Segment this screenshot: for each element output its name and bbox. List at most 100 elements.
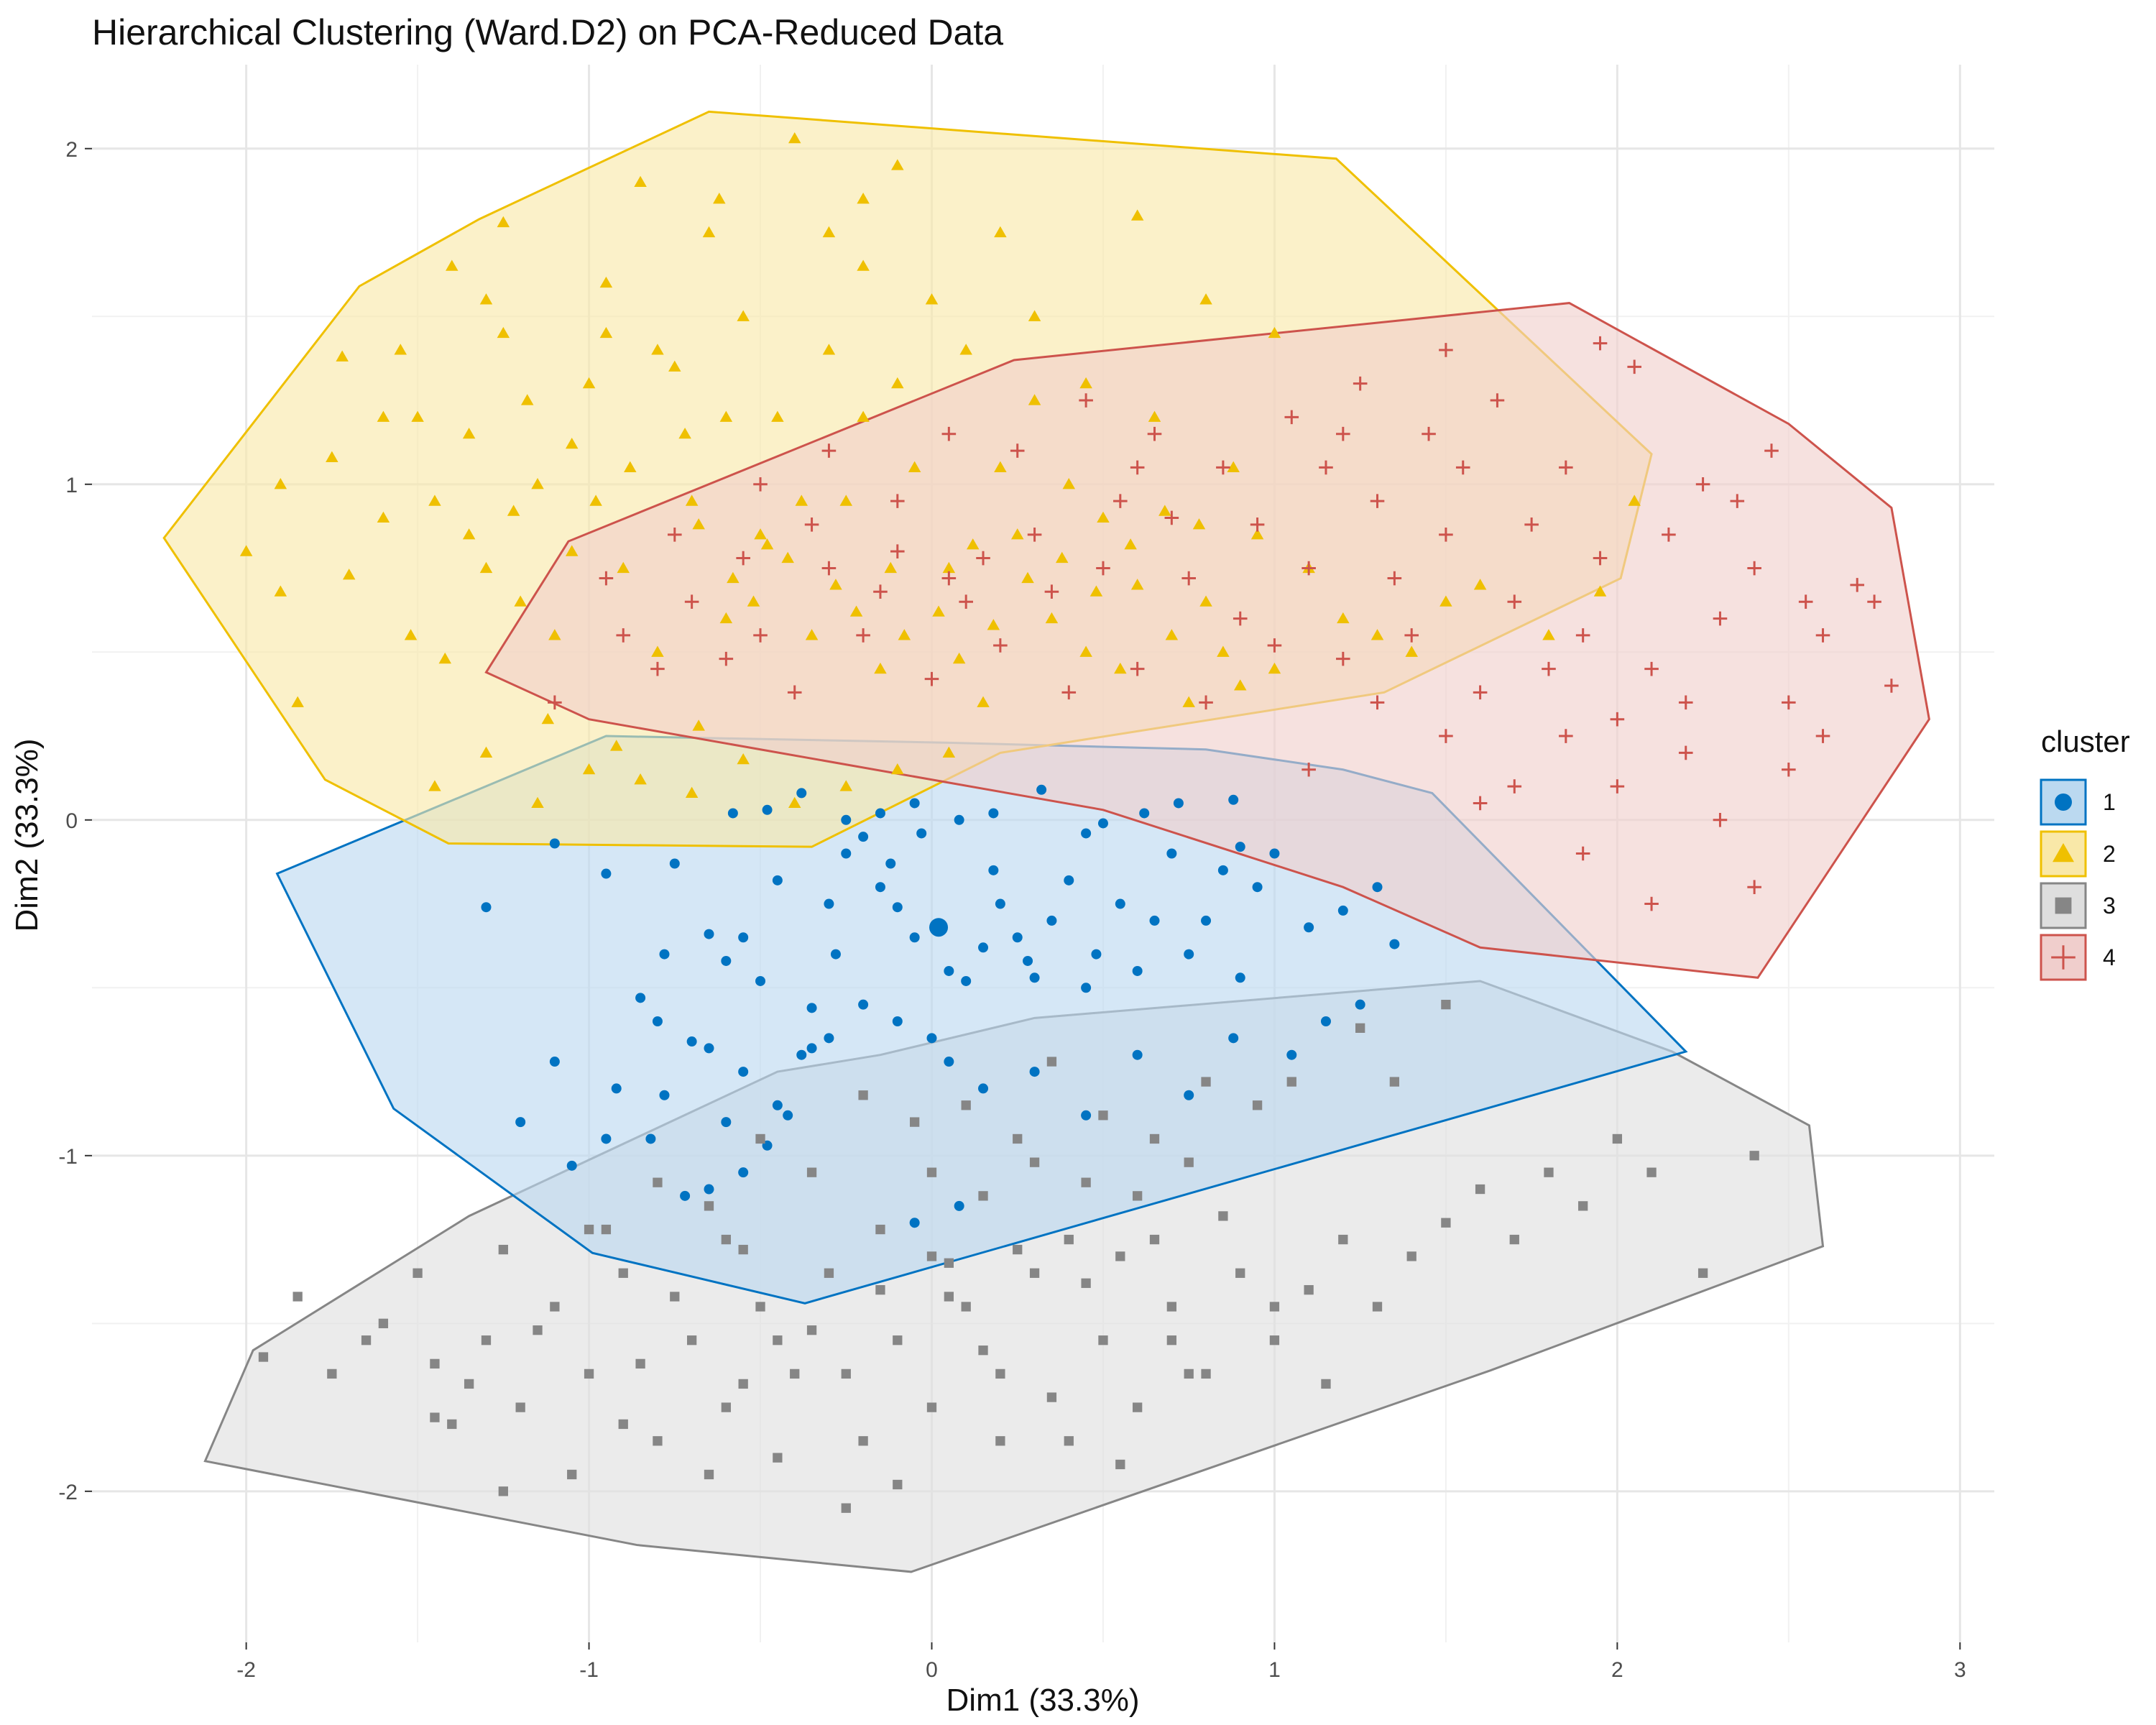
cluster-4-point	[1181, 571, 1196, 586]
cluster-3-point	[995, 1368, 1005, 1379]
cluster-2-point	[520, 394, 534, 405]
cluster-3-point	[653, 1436, 663, 1446]
cluster-2-point	[932, 605, 945, 617]
cluster-2-point	[754, 528, 767, 540]
cluster-2-point	[624, 461, 637, 472]
cluster-3-point	[961, 1302, 971, 1312]
cluster-2-point	[1079, 377, 1092, 389]
cluster-3-point	[635, 1358, 645, 1369]
cluster-2-point	[1192, 518, 1206, 530]
cluster-2-point	[1593, 585, 1607, 597]
cluster-4-point	[1507, 779, 1522, 794]
cluster-3-point	[1612, 1133, 1623, 1144]
cluster-4-point	[1867, 594, 1881, 610]
cluster-1-point	[1269, 848, 1280, 859]
cluster-1-point	[1132, 1049, 1143, 1060]
cluster-1-point	[772, 1100, 783, 1110]
cluster-2-point	[1089, 585, 1103, 597]
cluster-2-point	[1628, 494, 1641, 506]
cluster-1-point	[1029, 972, 1040, 983]
cluster-2-point	[1542, 629, 1555, 640]
cluster-4-point	[1542, 661, 1556, 676]
cluster-1-point	[738, 1167, 749, 1178]
cluster-4-point	[753, 477, 768, 492]
cluster-3-point	[978, 1191, 988, 1201]
cluster-2-point	[678, 427, 691, 439]
cluster-1-point	[601, 868, 612, 879]
cluster-3-point	[893, 1479, 903, 1490]
cluster-4-point	[1575, 628, 1590, 643]
axis-ticks: -2 -1 0 1 2 3 -2 -1 0 1 2	[58, 138, 1966, 1682]
cluster-1-point	[549, 838, 560, 849]
cluster-2-point	[651, 645, 664, 657]
cluster-4-point	[959, 594, 973, 610]
cluster-4-point	[890, 544, 905, 558]
cluster-3-point	[978, 1346, 988, 1356]
cluster-3-point	[875, 1284, 885, 1295]
cluster-3-point	[944, 1292, 954, 1302]
cluster-1-point	[652, 1016, 663, 1027]
cluster-3-point	[361, 1335, 372, 1346]
cluster-3-point	[1098, 1110, 1108, 1121]
cluster-3-point	[1441, 1000, 1451, 1010]
cluster-2-point	[1199, 293, 1212, 305]
cluster-2-point	[737, 310, 750, 321]
cluster-2-point	[1158, 505, 1171, 516]
cluster-3-point	[1064, 1436, 1074, 1446]
cluster-1-point	[1081, 828, 1092, 839]
cluster-2-point	[291, 696, 304, 707]
cluster-3-point	[378, 1318, 389, 1328]
cluster-1-point	[988, 808, 999, 819]
cluster-1-point	[916, 828, 927, 839]
cluster-2-point	[822, 344, 836, 355]
cluster-4-point	[1713, 813, 1728, 827]
cluster-1-point	[755, 975, 766, 986]
cluster-2-point	[795, 494, 808, 506]
cluster-4-point	[1267, 638, 1282, 653]
cluster-2-point	[1028, 310, 1041, 321]
cluster-3-point	[858, 1090, 868, 1100]
cluster-1-point	[841, 814, 852, 825]
cluster-4-point	[1713, 611, 1728, 626]
cluster-2-point	[942, 561, 956, 574]
cluster-2-point	[702, 226, 716, 238]
cluster-2-point	[747, 595, 760, 607]
cluster-1-point	[704, 1184, 714, 1195]
cluster-2-point	[326, 451, 338, 462]
cluster-3-point	[1149, 1133, 1160, 1144]
cluster-2-point	[582, 377, 596, 389]
cluster-1-point	[909, 932, 920, 943]
cluster-2-point	[898, 629, 911, 640]
cluster-3-point	[909, 1117, 920, 1127]
cluster-2-point	[685, 786, 699, 798]
cluster-2-point	[727, 571, 740, 584]
cluster-2-point	[839, 780, 853, 791]
cluster-2-point	[891, 159, 904, 170]
cluster-2-point	[479, 561, 493, 574]
cluster-2-point	[1165, 629, 1179, 640]
cluster-2-point	[1045, 612, 1059, 624]
cluster-2-point	[394, 344, 407, 355]
cluster-2-point	[1021, 571, 1034, 584]
cluster-4-point	[1422, 426, 1436, 441]
cluster-1-point	[892, 1016, 903, 1027]
cluster-2-point	[651, 344, 664, 355]
cluster-4-point	[1079, 393, 1093, 408]
cluster-3-point	[1098, 1335, 1108, 1346]
cluster-3-point	[1749, 1151, 1759, 1161]
cluster-1-point	[704, 929, 714, 939]
cluster-1-point	[875, 808, 885, 819]
cluster-3-point	[721, 1402, 731, 1412]
cluster-1-point	[1355, 999, 1365, 1010]
cluster-3-point	[327, 1368, 337, 1379]
cluster-2-point	[1217, 645, 1230, 657]
cluster-4-point	[1096, 561, 1110, 576]
cluster-1-point	[1081, 983, 1092, 993]
cluster-3-point	[413, 1268, 423, 1278]
cluster-4-point	[873, 584, 888, 599]
cluster-4-point	[1336, 426, 1350, 441]
cluster-4-point	[1815, 628, 1830, 643]
cluster-3-point	[1081, 1278, 1091, 1288]
cluster-2-point	[411, 410, 424, 422]
cluster-3-point	[1286, 1077, 1296, 1087]
